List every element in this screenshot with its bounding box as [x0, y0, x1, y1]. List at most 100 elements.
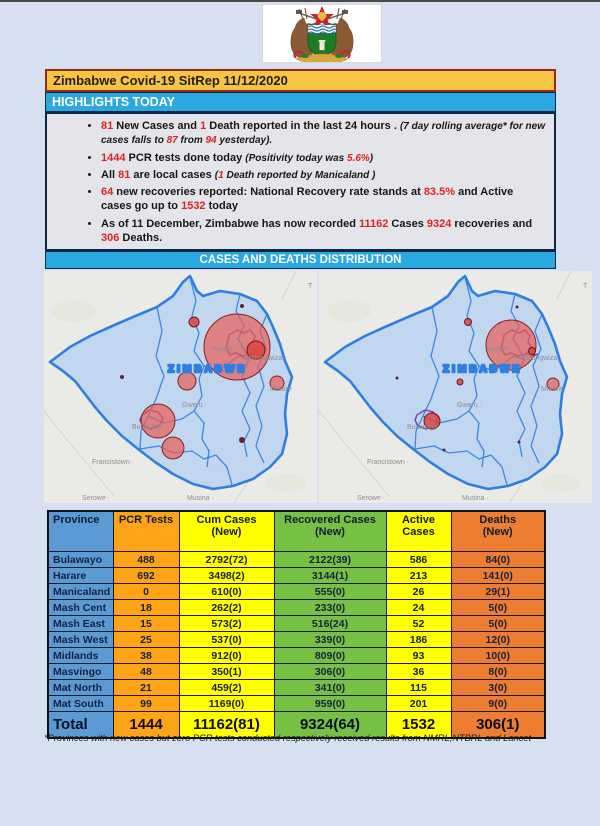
table-cell: 573(2) — [178, 615, 275, 632]
table-cell: 186 — [385, 631, 452, 648]
case-bubble — [246, 340, 266, 360]
report-title: Zimbabwe Covid-19 SitRep 11/12/2020 — [45, 69, 556, 92]
province-statistics-table: Province PCR Tests Cum Cases (New) Recover… — [47, 510, 546, 739]
map-label: Harare — [487, 346, 509, 353]
highlight-text-segment: 87 — [166, 135, 178, 147]
highlight-text-segment: ) — [369, 152, 374, 164]
table-cell: 99 — [112, 695, 180, 712]
highlight-text-segment: New Cases and — [116, 120, 201, 132]
map-label: Francistown · — [92, 459, 134, 466]
footnote: *Provinces with new cases but zero PCR t… — [44, 733, 532, 743]
highlights-box: 81 New Cases and 1 Death reported in the… — [45, 112, 556, 251]
map-label: Mutare — [270, 386, 292, 393]
highlight-text-segment: yesterday). — [216, 135, 273, 147]
table-cell: 141(0) — [450, 567, 546, 584]
highlight-bullet: 1444 PCR tests done today (Positivity to… — [101, 151, 546, 165]
table-cell: Total — [47, 711, 114, 739]
table-row: Harare 692 3498(2) 3144(1) 213 141(0) — [47, 567, 546, 584]
table-cell: 3(0) — [450, 679, 546, 696]
map-labels: Harare Chitungwiza ZIMBABWE Mutare Gweru · Bu… — [357, 283, 588, 502]
highlight-text-segment: 81 — [101, 120, 117, 132]
highlight-bullet: 81 New Cases and 1 Death reported in the… — [101, 119, 546, 148]
case-bubble — [188, 316, 200, 328]
map-label: T — [583, 283, 588, 290]
table-cell: 26 — [385, 583, 452, 600]
table-cell: 18 — [112, 599, 180, 616]
table-cell: Mash Cent — [47, 599, 114, 616]
zimbabwe-coat-of-arms — [262, 4, 382, 63]
table-cell: 262(2) — [178, 599, 275, 616]
table-cell: 692 — [112, 567, 180, 584]
table-cell: 341(0) — [273, 679, 387, 696]
case-bubble — [456, 378, 464, 386]
coat-of-arms-graphic — [263, 5, 381, 62]
map-label: Musina · — [187, 495, 214, 502]
table-cell: 459(2) — [178, 679, 275, 696]
table-cell: Bulawayo — [47, 551, 114, 568]
highlight-text-segment: Death reported by Manicaland ) — [223, 169, 376, 181]
table-cell: 48 — [112, 663, 180, 680]
highlight-text-segment: 5.6% — [346, 152, 370, 164]
highlight-text-segment: Cases — [388, 217, 427, 230]
highlight-text-segment: today — [205, 200, 238, 213]
background-roads — [44, 271, 297, 503]
case-bubble — [528, 347, 536, 355]
table-cell: 488 — [112, 551, 180, 568]
case-bubble — [395, 376, 399, 380]
table-row: Manicaland 0 610(0) 555(0) 26 29(1) — [47, 583, 546, 600]
table-cell: 21 — [112, 679, 180, 696]
column-header: Deaths (New) — [450, 510, 546, 552]
table-cell: 10(0) — [450, 647, 546, 664]
highlight-text-segment: are local cases — [130, 168, 215, 181]
table-row: Midlands 38 912(0) 809(0) 93 10(0) — [47, 647, 546, 664]
table-cell: 2122(39) — [273, 551, 387, 568]
table-cell: 586 — [385, 551, 452, 568]
table-row: Mat South 99 1169(0) 959(0) 201 9(0) — [47, 695, 546, 712]
table-cell: Mat South — [47, 695, 114, 712]
table-row: Mash Cent 18 262(2) 233(0) 24 5(0) — [47, 599, 546, 616]
column-header: PCR Tests — [112, 510, 180, 552]
table-cell: Mat North — [47, 679, 114, 696]
highlight-text-segment: Death reported in the last 24 hours . — [206, 120, 400, 132]
table-cell: 3144(1) — [273, 567, 387, 584]
highlight-text-segment: (Positivity today was — [245, 152, 347, 164]
table-cell: 5(0) — [450, 615, 546, 632]
table-cell: 5(0) — [450, 599, 546, 616]
case-bubble — [240, 304, 244, 308]
table-cell: 9(0) — [450, 695, 546, 712]
table-cell: Mash West — [47, 631, 114, 648]
highlights-list: 81 New Cases and 1 Death reported in the… — [47, 119, 554, 245]
case-bubble — [120, 375, 124, 379]
case-bubbles — [395, 305, 560, 452]
map-label: Bulawayo — [407, 424, 437, 431]
table-cell: 115 — [385, 679, 452, 696]
highlight-text-segment: and Active cases go up to — [101, 186, 514, 213]
highlight-text-segment: 9324 — [426, 217, 452, 230]
map-label: Gweru · — [457, 402, 482, 409]
new-cases-map: Harare Chitungwiza ZIMBABWE Mutare Gweru · Bu… — [319, 271, 592, 503]
table-cell: Mash East — [47, 615, 114, 632]
highlight-text-segment: 64 — [101, 186, 114, 199]
column-header: Active Cases — [385, 510, 452, 552]
highlight-text-segment: 306 — [101, 232, 120, 245]
highlight-text-segment: As of 11 December, Zimbabwe has now reco… — [101, 217, 359, 230]
distribution-banner: CASES AND DEATHS DISTRIBUTION — [45, 251, 556, 269]
case-bubble — [517, 440, 521, 444]
table-row: Mash East 15 573(2) 516(24) 52 5(0) — [47, 615, 546, 632]
shield-icon — [307, 24, 337, 58]
table-cell: 809(0) — [273, 647, 387, 664]
case-bubble — [239, 437, 245, 443]
case-bubble — [140, 403, 176, 439]
table-row: Bulawayo 488 2792(72) 2122(39) 586 84(0) — [47, 551, 546, 568]
map-label: ZIMBABWE — [168, 364, 247, 375]
table-cell: 84(0) — [450, 551, 546, 568]
map-label: Serowe · — [82, 495, 110, 502]
column-header: Recovered Cases (New) — [273, 510, 387, 552]
table-row: Mash West 25 537(0) 339(0) 186 12(0) — [47, 631, 546, 648]
highlight-text-segment: Deaths. — [119, 232, 163, 245]
table-cell: 306(1) — [450, 711, 546, 739]
table-cell: 537(0) — [178, 631, 275, 648]
table-cell: 912(0) — [178, 647, 275, 664]
table-cell: 0 — [112, 583, 180, 600]
